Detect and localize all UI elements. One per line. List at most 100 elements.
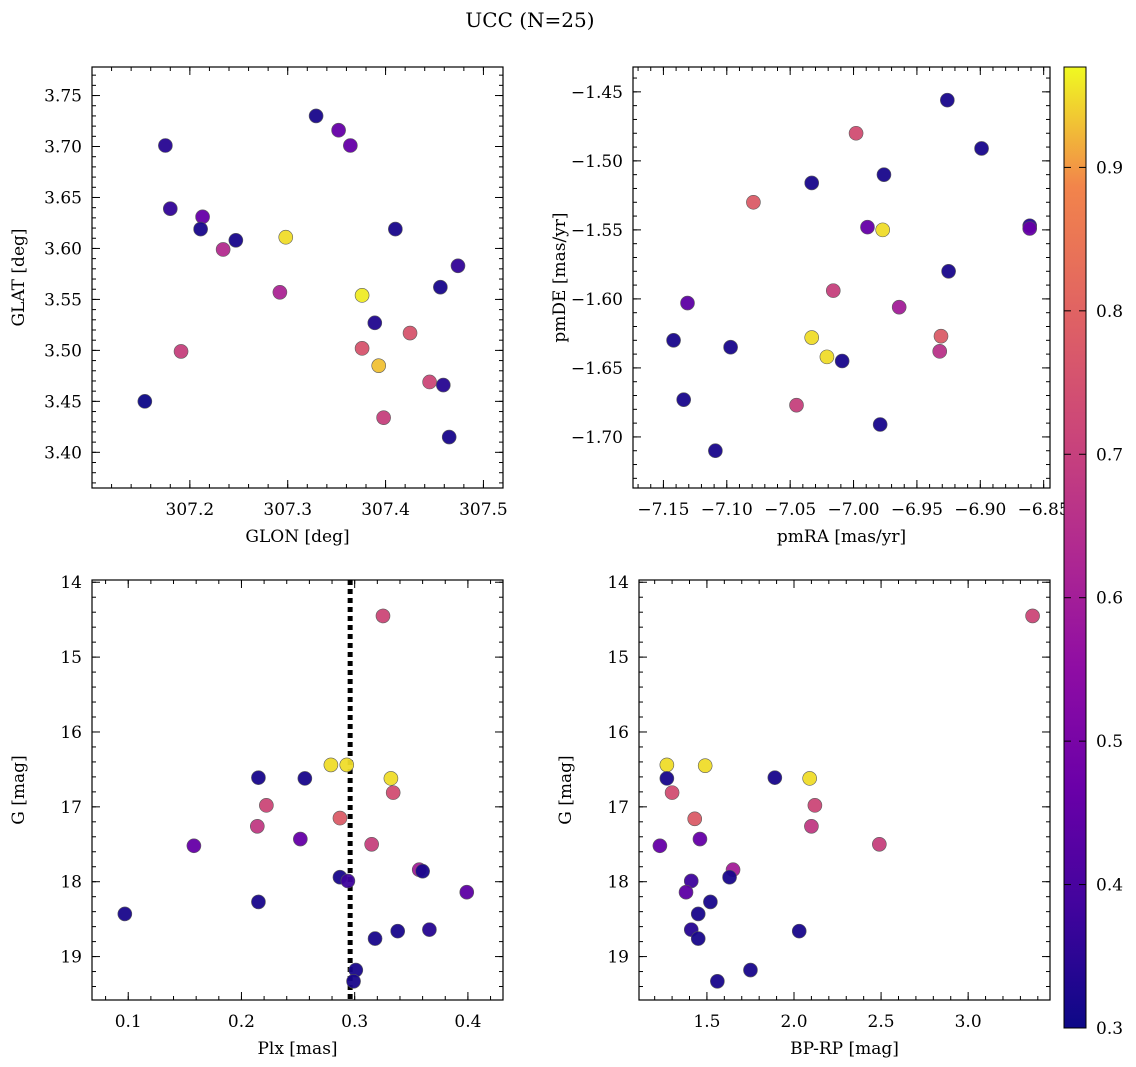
data-point [332,810,348,826]
data-point [875,222,890,238]
data-point [331,122,346,138]
data-point [804,175,820,191]
data-point [158,138,173,153]
data-point [940,92,955,108]
y-tick-label: 15 [60,648,82,668]
panel-bprp-g: 1.5 2.0 2.5 3.0 14 15 16 17 18 19 BP-RP [mag] G [ma… [556,573,1051,1059]
y-tick-label: 3.70 [44,138,82,158]
plot-frame [638,579,1051,1001]
data-point [251,770,266,785]
x-tick-label: 0.4 [454,1012,481,1032]
data-point [117,906,133,922]
data-point [346,973,361,989]
data-point [195,209,210,225]
colorbar-tick-label: 0.6 [1096,589,1123,609]
data-point [659,757,675,773]
data-point [804,819,819,834]
y-tick-label: 17 [60,798,82,818]
y-tick-label: 15 [607,648,629,668]
data-point [422,374,437,390]
data-point [708,443,723,459]
data-point [259,798,274,813]
y-tick-label: 14 [60,573,82,593]
data-point [308,108,324,124]
data-point [819,349,835,365]
y-tick-label: −1.50 [571,152,623,172]
colorbar-tick-label: 0.8 [1096,302,1123,322]
y-tick-label: 3.55 [44,290,82,310]
panels-group: 307.2 307.3 307.4 307.5 3.40 3.45 3.50 3.55 3.60… [9,66,1070,1059]
data-point [367,931,383,946]
data-point [932,344,948,359]
x-tick-label: −7.15 [637,500,689,520]
data-point [364,836,379,852]
x-tick-label: −7.05 [764,500,816,520]
data-point [664,785,680,800]
data-point [450,258,466,274]
data-point [891,299,907,315]
y-axis-label: G [mag] [556,755,576,824]
x-axis-label: GLON [deg] [245,527,349,547]
data-point [710,973,725,989]
x-axis-label: pmRA [mas/yr] [777,527,906,547]
x-tick-label: −6.85 [1018,500,1070,520]
data-point [876,167,892,182]
y-tick-label: 14 [607,573,629,593]
y-tick-label: 16 [60,723,82,743]
data-point [385,785,401,800]
data-point [941,263,956,279]
data-point [343,138,358,153]
data-point [433,279,448,295]
y-tick-label: −1.65 [571,359,623,379]
data-point [807,798,823,813]
data-point [293,831,308,847]
data-point [367,315,383,331]
data-point [802,771,817,786]
data-point [441,429,457,445]
y-axis-label: pmDE [mas/yr] [550,212,570,342]
data-point [228,232,244,248]
data-point [390,923,406,939]
data-point [272,284,288,300]
panel-glon-glat: 307.2 307.3 307.4 307.5 3.40 3.45 3.50 3.55 3.60… [9,66,508,547]
data-point [680,295,695,311]
data-point [388,221,403,237]
data-point [459,884,475,900]
data-point [703,894,718,910]
data-point [402,325,418,341]
y-tick-label: 17 [607,798,629,818]
data-point [834,353,850,369]
data-point [974,141,989,156]
data-point [250,819,265,834]
data-point [659,771,675,786]
x-tick-label: 307.2 [166,500,215,520]
panel-pm: −7.15 −7.10 −7.05 −7.00 −6.95 −6.90 −6.85 −1.45… [550,66,1070,547]
data-point [860,219,875,235]
colorbar-ticks: 0.3 0.4 0.5 0.6 0.7 0.8 0.9 [1064,158,1123,1039]
y-tick-label: −1.60 [571,290,623,310]
data-point [297,771,313,786]
data-point [652,838,668,854]
x-tick-label: 307.5 [459,500,508,520]
data-point [375,608,391,624]
plot-frame [632,66,1051,489]
plot-frame [91,66,504,489]
data-point [415,863,430,879]
data-point [678,884,694,900]
y-tick-label: −1.70 [571,428,623,448]
data-point [186,838,202,854]
x-tick-label: 0.2 [228,1012,255,1032]
x-tick-label: −6.95 [891,500,943,520]
data-point [825,283,841,298]
data-point [278,229,294,245]
x-tick-label: 2.5 [868,1012,895,1032]
y-axis-label: G [mag] [9,755,29,824]
data-point [690,906,706,922]
y-tick-label: 19 [607,948,629,968]
data-point [697,758,713,773]
data-point [692,831,708,847]
data-point [676,392,691,407]
colorbar-tick-label: 0.9 [1096,158,1123,178]
data-point [339,757,355,773]
x-tick-label: 2.0 [780,1012,807,1032]
